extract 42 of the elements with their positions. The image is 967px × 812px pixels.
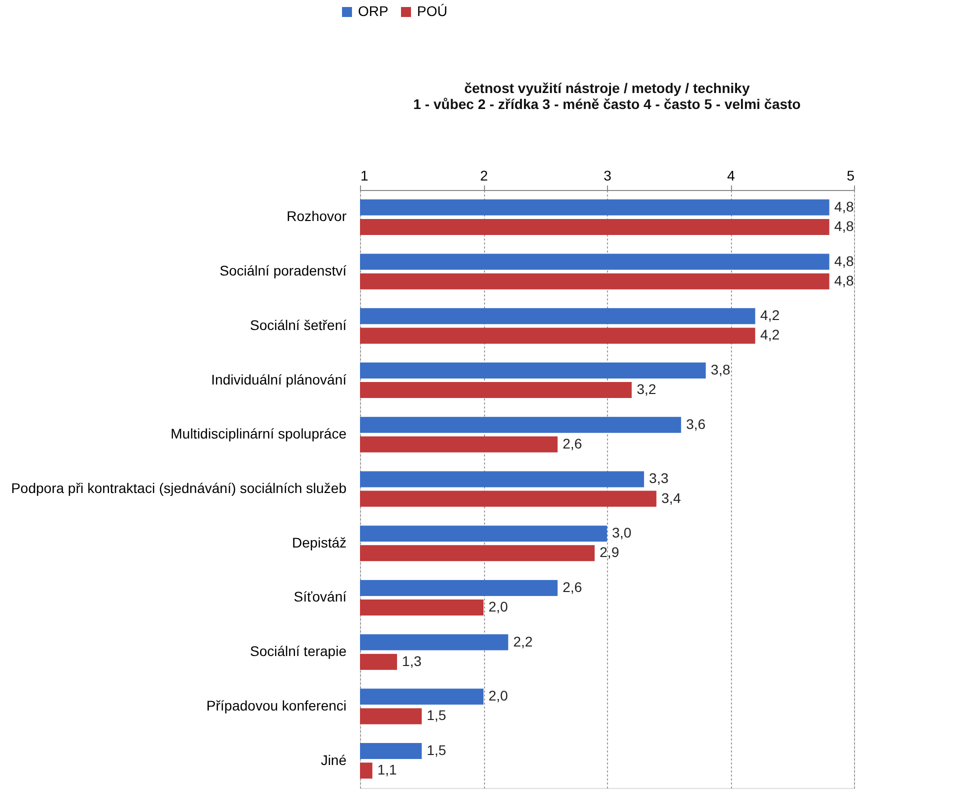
y-tick-label: Sociální poradenství: [220, 262, 347, 279]
data-label: 4,8: [834, 218, 854, 234]
data-label: 2,6: [562, 578, 582, 595]
data-label: 2,2: [513, 633, 533, 650]
x-tick-label: 3: [604, 168, 612, 184]
y-tick-label: Síťování: [294, 588, 347, 605]
data-label: 1,3: [402, 652, 422, 669]
x-tick-label: 5: [846, 168, 855, 184]
data-label: 1,1: [377, 762, 398, 778]
data-label: 2,9: [600, 544, 620, 560]
legend-label: POÚ: [417, 3, 448, 19]
data-label: 3,0: [612, 524, 632, 541]
data-label: 2,0: [488, 598, 508, 615]
data-label: 3,2: [636, 381, 656, 398]
y-tick-label: Rozhovor: [286, 208, 347, 224]
y-tick-label: Sociální terapie: [250, 643, 347, 660]
text: 1 - vůbec 2 - zřídka 3 - méně často 4 - často 5 - velmi často: [413, 96, 801, 112]
y-tick-label: Multidisciplinární spolupráce: [170, 426, 347, 442]
data-label: 3,3: [649, 470, 669, 486]
y-tick-label: Depistáž: [292, 534, 346, 550]
legend-label: ORP: [358, 3, 388, 19]
data-label: 3,6: [686, 416, 706, 432]
x-tick-label: 4: [727, 168, 736, 184]
y-tick-label: Sociální šetření: [250, 316, 347, 333]
y-tick-label: Jiné: [320, 752, 347, 768]
data-label: 3,8: [710, 361, 730, 378]
data-label: 4,8: [834, 198, 854, 214]
data-label: 4,2: [760, 307, 780, 324]
data-label: 1,5: [426, 707, 446, 724]
data-label: 2,6: [562, 435, 582, 452]
data-label: 1,5: [426, 742, 446, 758]
x-tick-label: 1: [360, 168, 368, 184]
data-label: 3,4: [661, 490, 682, 506]
y-tick-label: Podpora při kontraktaci (sjednávání) sociálních služeb: [11, 480, 347, 496]
data-label: 4,2: [760, 326, 780, 343]
data-label: 4,8: [834, 252, 854, 269]
y-tick-label: Případovou konferenci: [206, 697, 346, 714]
data-label: 4,8: [834, 272, 854, 288]
text: četnost využití nástroje / metody / techniky: [464, 80, 750, 96]
x-tick-label: 2: [480, 168, 488, 184]
data-label: 2,0: [488, 688, 508, 704]
y-tick-label: Individuální plánování: [211, 371, 347, 388]
